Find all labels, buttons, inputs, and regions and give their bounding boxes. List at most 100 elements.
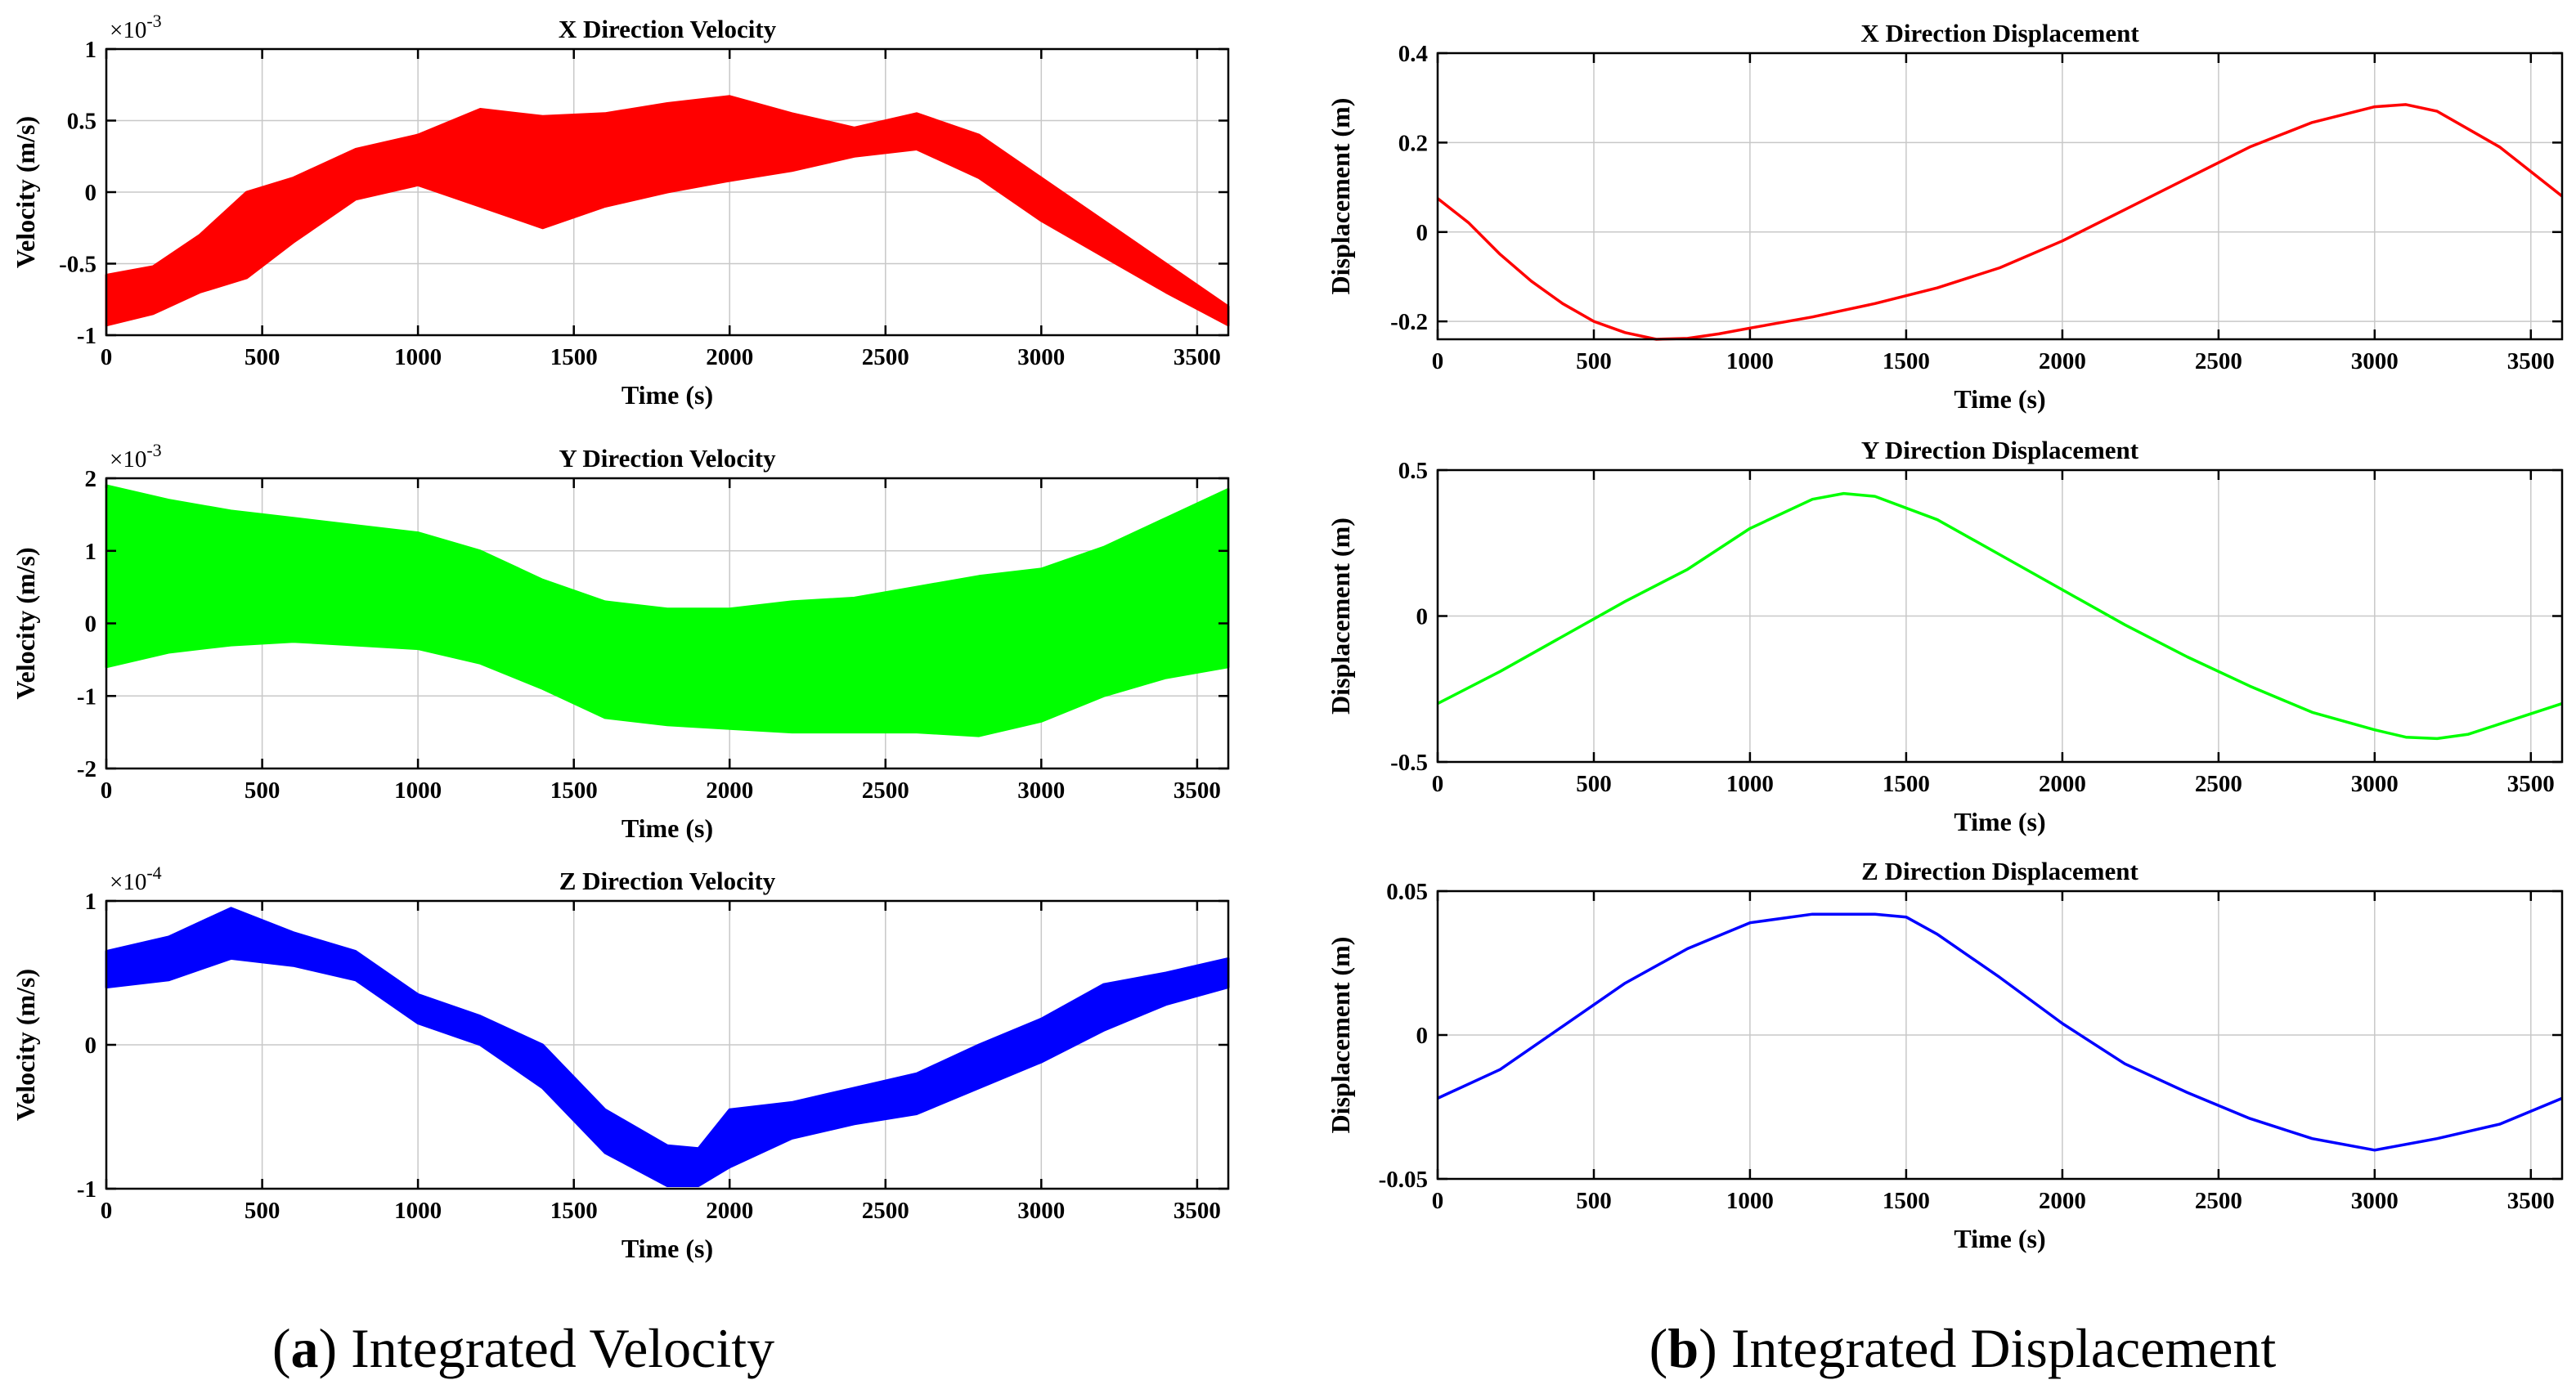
chart-1-xlabel: Time (s)	[622, 380, 713, 410]
chart-5-xtick-label-7: 3500	[2507, 771, 2555, 797]
chart-1-xtick-label-2: 1000	[394, 344, 442, 370]
chart-3-exponent-power: -4	[146, 863, 161, 883]
chart-4-xtick-label-2: 1000	[1726, 348, 1774, 374]
chart-4-xtick-label-0: 0	[1432, 348, 1444, 374]
chart-2-xtick-label-5: 2500	[862, 777, 909, 804]
chart-3-velocity-band	[105, 907, 1230, 1187]
chart-3-xtick-label-3: 1500	[550, 1198, 598, 1224]
chart-1-exponent: ×10-3	[110, 11, 162, 43]
chart-6-displacement-line	[1437, 912, 2563, 1152]
chart-5-xtick-label-1: 500	[1576, 771, 1612, 797]
caption-a-letter: a	[290, 1317, 318, 1379]
chart-2-exponent-base: ×10	[110, 446, 146, 473]
caption-a-close: )	[318, 1317, 351, 1379]
chart-4-xtick-label-1: 500	[1576, 348, 1612, 374]
chart-2-xtick-label-4: 2000	[706, 777, 753, 804]
chart-4-xtick-label-6: 3000	[2351, 348, 2399, 374]
chart-1-xtick-label-0: 0	[101, 344, 113, 370]
chart-5-title: Y Direction Displacement	[1861, 436, 2139, 464]
chart-6-ytick-label-1: 0	[1416, 1023, 1429, 1049]
chart-3-xtick-label-4: 2000	[706, 1198, 753, 1224]
chart-3-xtick-label-7: 3500	[1174, 1198, 1221, 1224]
chart-6-xtick-label-3: 1500	[1883, 1188, 1930, 1214]
chart-5-xtick-label-5: 2500	[2195, 771, 2242, 797]
caption-a-text: Integrated Velocity	[351, 1317, 774, 1379]
chart-1-ytick-label-2: 0	[85, 180, 97, 206]
chart-1-xtick-label-4: 2000	[706, 344, 753, 370]
chart-1-title: X Direction Velocity	[559, 15, 777, 43]
chart-6-title: Z Direction Displacement	[1861, 857, 2138, 885]
chart-4-axes-frame	[1436, 52, 2564, 341]
chart-3-xtick-label-5: 2500	[862, 1198, 909, 1224]
chart-5-ytick-label-0: -0.5	[1390, 750, 1428, 776]
chart-4-ytick-label-2: 0.2	[1398, 130, 1428, 156]
chart-panel-6: 0 500 1000 1500 2000 2500 3000 3500-0.0500.05Z …	[1326, 857, 2564, 1253]
chart-1-ytick-label-3: 0.5	[67, 109, 96, 135]
chart-2-velocity-band	[105, 484, 1230, 737]
chart-2-xtick-label-7: 3500	[1174, 777, 1221, 804]
chart-3-xtick-label-0: 0	[101, 1198, 113, 1224]
chart-4-xlabel: Time (s)	[1954, 384, 2045, 414]
chart-2-ytick-label-4: 2	[85, 466, 97, 492]
chart-5-ytick-label-2: 0.5	[1398, 458, 1428, 484]
chart-3-ytick-label-0: -1	[77, 1176, 96, 1203]
chart-4-xtick-label-7: 3500	[2507, 348, 2555, 374]
chart-2-ytick-label-2: 0	[85, 612, 97, 638]
chart-1-xtick-label-6: 3000	[1017, 344, 1065, 370]
chart-2-xtick-label-3: 1500	[550, 777, 598, 804]
chart-4-xtick-label-3: 1500	[1883, 348, 1930, 374]
chart-2-title: Y Direction Velocity	[559, 444, 776, 473]
chart-6-xtick-label-7: 3500	[2507, 1188, 2555, 1214]
chart-2-ylabel: Velocity (m/s)	[11, 547, 40, 699]
chart-3-exponent-base: ×10	[110, 869, 146, 895]
chart-6-ytick-label-2: 0.05	[1386, 879, 1428, 905]
chart-5-xtick-label-2: 1000	[1726, 771, 1774, 797]
caption-b-letter: b	[1667, 1317, 1699, 1379]
chart-3-ylabel: Velocity (m/s)	[11, 969, 40, 1121]
chart-2-exponent-power: -3	[146, 440, 161, 460]
chart-4-xtick-label-5: 2500	[2195, 348, 2242, 374]
chart-5-ytick-label-1: 0	[1416, 604, 1429, 630]
chart-5-xtick-label-6: 3000	[2351, 771, 2399, 797]
chart-3-title: Z Direction Velocity	[559, 867, 776, 895]
plots-container: 0 500 1000 1500 2000 2500 3000 3500-1-0.500.51X…	[11, 11, 2564, 1263]
chart-6-xtick-label-6: 3000	[2351, 1188, 2399, 1214]
chart-3-xtick-label-2: 1000	[394, 1198, 442, 1224]
chart-2-xtick-label-0: 0	[101, 777, 113, 804]
chart-4-ytick-label-3: 0.4	[1398, 41, 1428, 67]
chart-4-ylabel: Displacement (m)	[1326, 98, 1355, 295]
chart-4-title: X Direction Displacement	[1860, 19, 2139, 47]
chart-6-xtick-label-0: 0	[1432, 1188, 1444, 1214]
chart-3-xlabel: Time (s)	[622, 1234, 713, 1263]
caption-a: (a) Integrated Velocity	[272, 1317, 774, 1379]
chart-5-xtick-label-3: 1500	[1883, 771, 1930, 797]
chart-1-xtick-label-3: 1500	[550, 344, 598, 370]
chart-1-velocity-band	[105, 95, 1230, 327]
chart-4-xtick-label-4: 2000	[2039, 348, 2086, 374]
chart-3-exponent: ×10-4	[110, 863, 162, 895]
chart-6-xtick-label-1: 500	[1576, 1188, 1612, 1214]
caption-b-close: )	[1699, 1317, 1731, 1379]
chart-4-displacement-line	[1436, 103, 2564, 341]
chart-2-xtick-label-1: 500	[245, 777, 280, 804]
chart-5-ylabel: Displacement (m)	[1326, 518, 1355, 715]
chart-6-xlabel: Time (s)	[1954, 1224, 2045, 1253]
chart-4-ytick-label-1: 0	[1416, 220, 1429, 246]
caption-b-text: Integrated Displacement	[1731, 1317, 2277, 1379]
chart-panel-5: 0 500 1000 1500 2000 2500 3000 3500-0.500.5Y Di…	[1326, 436, 2564, 836]
chart-3-xtick-label-6: 3000	[1017, 1198, 1065, 1224]
chart-2-ytick-label-1: -1	[77, 683, 96, 710]
chart-5-xtick-label-0: 0	[1432, 771, 1444, 797]
chart-panel-1: 0 500 1000 1500 2000 2500 3000 3500 -1 -0.5 0 0.5 1 X…	[11, 11, 1230, 410]
chart-1-xtick-label-1: 500	[245, 344, 280, 370]
chart-panel-2: 0 500 1000 1500 2000 2500 3000 3500 -2 -1 0 1 2 Y Dir…	[11, 440, 1230, 843]
chart-panel-4: 0 500 1000 1500 2000 2500 3000 3500-0.200.20.4X…	[1326, 19, 2564, 414]
chart-1-ytick-label-4: 1	[85, 37, 97, 63]
chart-2-exponent: ×10-3	[110, 440, 162, 473]
chart-3-ytick-label-2: 1	[85, 889, 97, 915]
chart-6-xtick-label-4: 2000	[2039, 1188, 2086, 1214]
chart-2-xlabel: Time (s)	[622, 813, 713, 843]
chart-2-xtick-label-6: 3000	[1017, 777, 1065, 804]
